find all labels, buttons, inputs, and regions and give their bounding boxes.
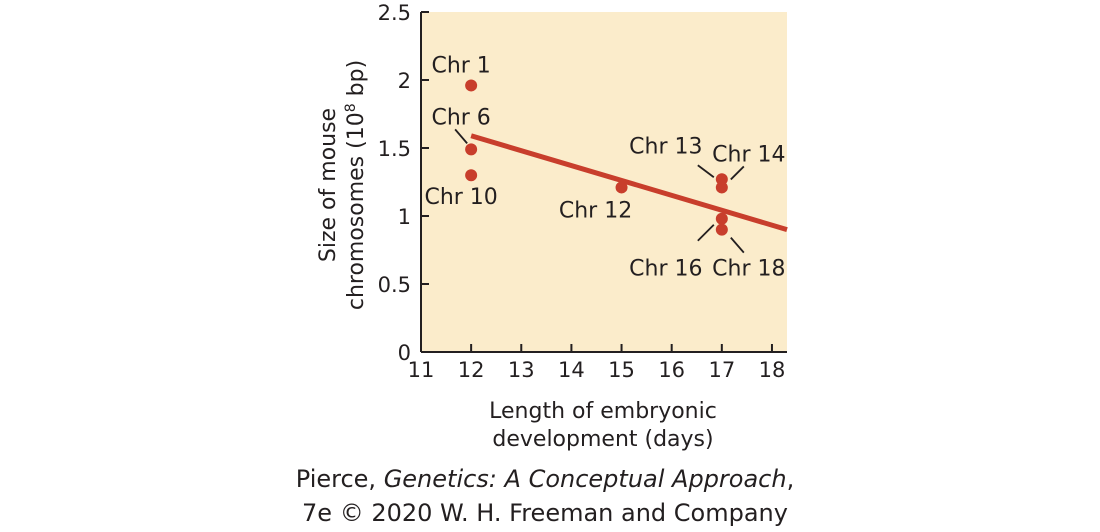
- data-point: [465, 79, 478, 92]
- y-axis-label-exponent: 8: [343, 103, 359, 112]
- x-axis-label-line1: Length of embryonic: [489, 399, 717, 424]
- credit-book-title: Genetics: A Conceptual Approach: [384, 465, 787, 493]
- y-tick-label: 1: [398, 205, 411, 229]
- trend-line: [470, 133, 788, 232]
- y-tick-label: 0.5: [378, 273, 411, 297]
- x-tick-label: 12: [458, 358, 485, 382]
- point-label: Chr 16: [629, 257, 702, 282]
- x-tick-label: 18: [759, 358, 786, 382]
- data-point: [715, 212, 728, 225]
- leader-line: [730, 165, 745, 181]
- y-tick-label: 1.5: [378, 137, 411, 161]
- x-tick-label: 17: [708, 358, 735, 382]
- y-tick-label: 0: [398, 341, 411, 365]
- x-tick-label: 15: [608, 358, 635, 382]
- credit-line2: 7e © 2020 W. H. Freeman and Company: [302, 499, 788, 527]
- y-tick-label: 2.5: [378, 1, 411, 25]
- data-point: [715, 181, 728, 194]
- point-label: Chr 14: [712, 142, 785, 167]
- point-label: Chr 18: [712, 257, 785, 282]
- data-point: [465, 143, 478, 156]
- point-label: Chr 6: [431, 105, 490, 130]
- data-point: [715, 223, 728, 236]
- leader-line: [454, 128, 468, 144]
- point-label: Chr 10: [424, 185, 497, 210]
- credit-line1: Pierce, Genetics: A Conceptual Approach,: [296, 465, 794, 493]
- x-axis-label-line2: development (days): [492, 427, 713, 452]
- y-axis-label-line1: Size of mouse: [316, 108, 341, 262]
- label-leader-lines: [454, 128, 745, 254]
- x-tick-label: 16: [658, 358, 685, 382]
- y-axis-label-text: chromosomes (10: [344, 112, 369, 310]
- leader-line: [730, 237, 745, 254]
- y-axis-label-unit: bp): [344, 60, 369, 104]
- leader-line: [697, 164, 715, 178]
- point-label: Chr 12: [559, 198, 632, 223]
- data-point: [615, 181, 628, 194]
- data-point: [465, 169, 478, 182]
- x-tick-label: 11: [408, 358, 435, 382]
- point-label: Chr 13: [629, 134, 702, 159]
- y-tick-label: 2: [398, 69, 411, 93]
- leader-line: [697, 224, 715, 242]
- y-axis-label-line2: chromosomes (108 bp): [343, 60, 369, 310]
- point-label: Chr 1: [431, 53, 490, 78]
- x-tick-label: 14: [558, 358, 585, 382]
- x-tick-label: 13: [508, 358, 535, 382]
